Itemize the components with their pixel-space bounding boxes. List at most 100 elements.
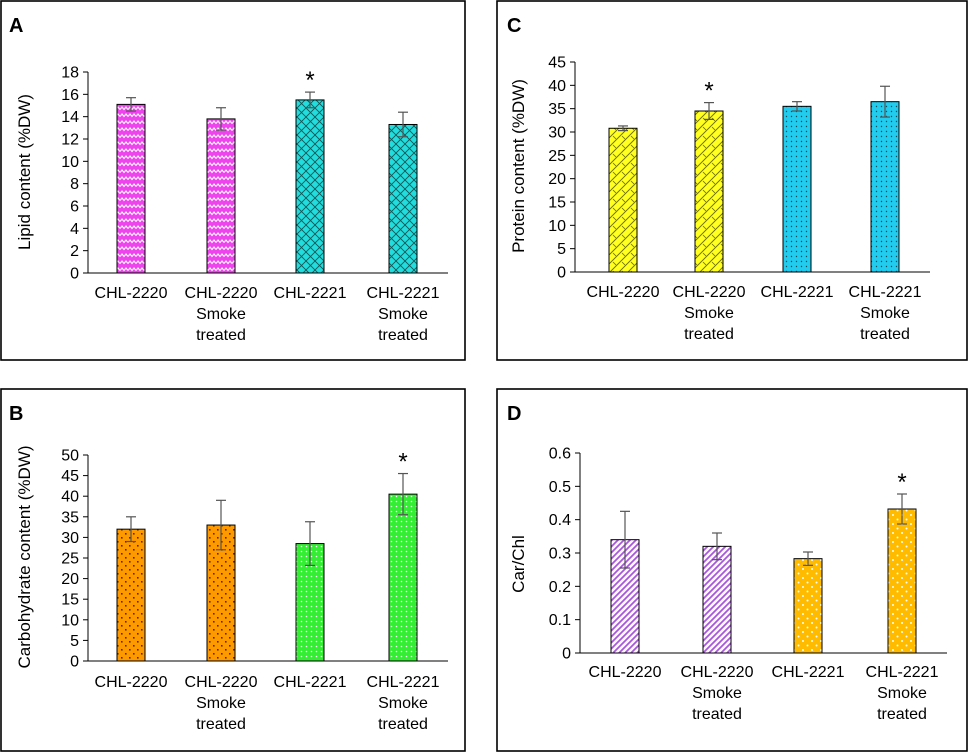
panel-a-y-tick-label: 6 bbox=[70, 199, 79, 216]
panel-a-category-label: CHL-2221 Smoke treated bbox=[367, 285, 440, 344]
panel-a-bar bbox=[206, 118, 236, 274]
panel-d-category-label-line: CHL-2220 bbox=[589, 664, 662, 681]
panel-d-y-tick-label: 0.2 bbox=[549, 579, 571, 596]
panel-b-y-tick-label: 5 bbox=[70, 633, 79, 650]
panel-b-category-label-line: CHL-2220 bbox=[185, 674, 258, 691]
panel-d-category-label-line: Smoke bbox=[692, 685, 742, 702]
panel-c-category-label-line: treated bbox=[684, 326, 734, 343]
panel-b-category-label-line: CHL-2221 bbox=[274, 674, 347, 691]
panel-c-category-label-line: Smoke bbox=[684, 305, 734, 322]
panel-c-bar bbox=[694, 110, 724, 273]
panel-c-category-label: CHL-2220 Smoke treated bbox=[673, 284, 746, 343]
panel-b-category-label: CHL-2221 Smoke treated bbox=[367, 674, 440, 733]
panel-c-y-tick-label: 35 bbox=[548, 101, 566, 118]
panel-d-y-tick-label: 0.4 bbox=[549, 512, 571, 529]
panel-b-y-tick-label: 50 bbox=[61, 448, 79, 465]
panel-a-bar bbox=[388, 123, 418, 274]
panel-c-bar bbox=[608, 127, 638, 273]
panel-b-category-label-line: treated bbox=[196, 716, 246, 733]
panel-d-category-label: CHL-2220 Smoke treated bbox=[681, 664, 754, 723]
panel-c-ylabel: Protein content (%DW) bbox=[509, 79, 528, 253]
panel-d-plot: 0 0.1 0.2 0.3 0.4 0.5 0.6 CHL-2220 CHL-2220 Smoke… bbox=[549, 446, 947, 723]
panel-a-category-label-line: CHL-2221 bbox=[274, 285, 347, 302]
panel-d-category-label-line: treated bbox=[877, 706, 927, 723]
panel-a-y-tick-label: 2 bbox=[70, 243, 79, 260]
panel-a-y-tick-label: 8 bbox=[70, 176, 79, 193]
panel-a-category-label-line: treated bbox=[196, 327, 246, 344]
panel-c-category-label-line: Smoke bbox=[860, 305, 910, 322]
panel-a-category-label-line: Smoke bbox=[196, 306, 246, 323]
panel-d-category-label: CHL-2221 Smoke treated bbox=[866, 664, 939, 723]
panel-d-bar bbox=[887, 508, 917, 654]
panel-b-bar bbox=[116, 528, 146, 662]
panel-b-bar bbox=[388, 493, 418, 662]
panel-a-significance-star: * bbox=[305, 67, 314, 94]
panel-d-y-tick-label: 0.6 bbox=[549, 446, 571, 463]
panel-a-ylabel: Lipid content (%DW) bbox=[15, 94, 34, 250]
panel-a-category-label-line: Smoke bbox=[378, 306, 428, 323]
panel-d-category-label: CHL-2221 bbox=[772, 664, 845, 681]
panel-a-category-label-line: treated bbox=[378, 327, 428, 344]
panel-c-y-tick-label: 45 bbox=[548, 55, 566, 72]
panel-c-category-label-line: CHL-2220 bbox=[673, 284, 746, 301]
panel-d-y-tick-label: 0.5 bbox=[549, 479, 571, 496]
panel-c-category-label-line: CHL-2220 bbox=[587, 284, 660, 301]
panel-b-category-label-line: treated bbox=[378, 716, 428, 733]
panel-d-category-label: CHL-2220 bbox=[589, 664, 662, 681]
panel-c-bar bbox=[782, 105, 812, 273]
panel-c-y-tick-label: 25 bbox=[548, 148, 566, 165]
panel-b-y-tick-label: 45 bbox=[61, 468, 79, 485]
panel-c-letter: C bbox=[507, 15, 521, 37]
panel-b-y-tick-label: 15 bbox=[61, 592, 79, 609]
panel-c-significance-star: * bbox=[704, 78, 713, 105]
panel-a-category-label-line: CHL-2221 bbox=[367, 285, 440, 302]
panel-b-y-tick-label: 25 bbox=[61, 551, 79, 568]
panel-d-letter: D bbox=[507, 403, 521, 425]
panel-a-y-tick-label: 4 bbox=[70, 221, 79, 238]
panel-d-y-tick-label: 0.3 bbox=[549, 546, 571, 563]
panel-c-y-tick-label: 30 bbox=[548, 125, 566, 142]
panel-d-bar bbox=[702, 545, 732, 654]
panel-d-category-label-line: treated bbox=[692, 706, 742, 723]
panel-a-y-tick-label: 0 bbox=[70, 266, 79, 283]
panel-b-category-label: CHL-2220 Smoke treated bbox=[185, 674, 258, 733]
panel-d-category-label-line: CHL-2221 bbox=[866, 664, 939, 681]
panel-d-category-label-line: Smoke bbox=[877, 685, 927, 702]
panel-a-letter: A bbox=[9, 15, 23, 37]
panel-a-y-tick-label: 16 bbox=[61, 87, 79, 104]
panel-b-y-tick-label: 40 bbox=[61, 489, 79, 506]
panel-d-bar bbox=[793, 558, 823, 654]
panel-a-bar bbox=[116, 103, 146, 274]
panel-a-category-label: CHL-2220 bbox=[95, 285, 168, 302]
panel-d-category-label-line: CHL-2220 bbox=[681, 664, 754, 681]
panel-b-category-label-line: CHL-2220 bbox=[95, 674, 168, 691]
panel-c-y-tick-label: 0 bbox=[557, 265, 566, 282]
panel-d-significance-star: * bbox=[897, 469, 906, 496]
panel-d-y-tick-label: 0.1 bbox=[549, 612, 571, 629]
panel-d-category-label-line: CHL-2221 bbox=[772, 664, 845, 681]
panel-b-y-tick-label: 20 bbox=[61, 571, 79, 588]
panel-b-category-label-line: CHL-2221 bbox=[367, 674, 440, 691]
panel-c-category-label: CHL-2221 Smoke treated bbox=[849, 284, 922, 343]
panel-b-category-label: CHL-2220 bbox=[95, 674, 168, 691]
panel-c-y-tick-label: 5 bbox=[557, 241, 566, 258]
panel-c-category-label-line: CHL-2221 bbox=[761, 284, 834, 301]
panel-b-category-label-line: Smoke bbox=[196, 695, 246, 712]
panel-d-y-tick-label: 0 bbox=[562, 646, 571, 663]
panel-b-y-tick-label: 30 bbox=[61, 530, 79, 547]
panel-a-category-label: CHL-2221 bbox=[274, 285, 347, 302]
panel-d-ylabel: Car/Chl bbox=[509, 535, 528, 593]
panel-c-category-label: CHL-2220 bbox=[587, 284, 660, 301]
panel-b-significance-star: * bbox=[398, 449, 407, 476]
panel-c-y-tick-label: 15 bbox=[548, 195, 566, 212]
panel-c-y-tick-label: 40 bbox=[548, 78, 566, 95]
panel-b-y-tick-label: 10 bbox=[61, 612, 79, 629]
panel-a-y-tick-label: 12 bbox=[61, 132, 79, 149]
panel-b-plot: 0 5 10 15 20 25 30 35 40 45 50 CHL-2220 CHL-2220 Smok… bbox=[61, 448, 448, 733]
panel-c-bar bbox=[870, 101, 900, 273]
panel-c-category-label-line: CHL-2221 bbox=[849, 284, 922, 301]
panel-b-letter: B bbox=[9, 403, 23, 425]
panel-a-category-label: CHL-2220 Smoke treated bbox=[185, 285, 258, 344]
panel-a-bar bbox=[295, 99, 325, 274]
panel-b-category-label: CHL-2221 bbox=[274, 674, 347, 691]
